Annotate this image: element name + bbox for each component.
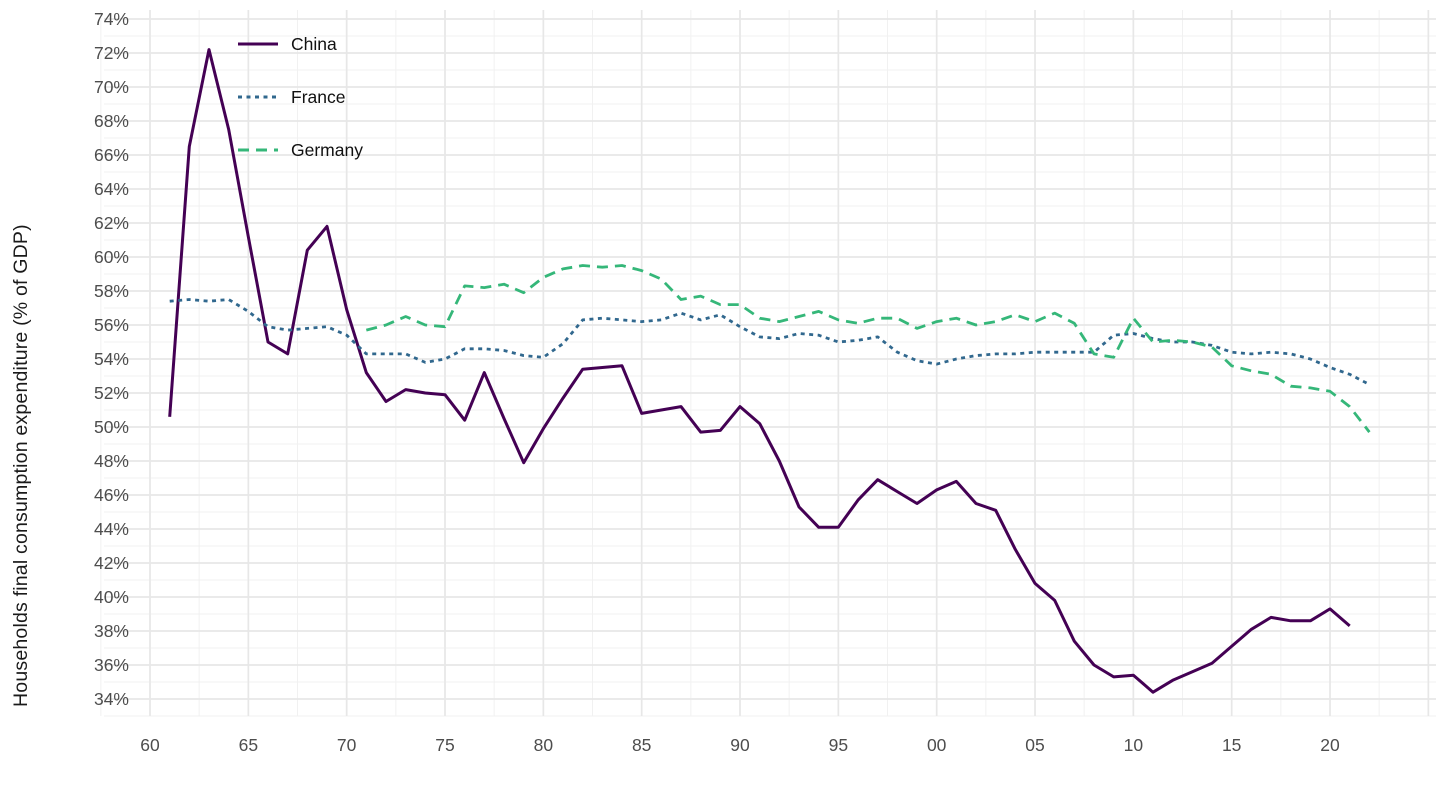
y-tick-label: 36%: [94, 655, 129, 675]
legend-item-france: France: [237, 85, 363, 109]
x-tick-label: 20: [1320, 735, 1340, 755]
y-tick-label: 72%: [94, 43, 129, 63]
legend: China France Germany: [237, 32, 363, 162]
y-tick-label: 64%: [94, 179, 129, 199]
x-tick-label: 10: [1124, 735, 1144, 755]
x-tick-label: 85: [632, 735, 651, 755]
legend-item-china: China: [237, 32, 363, 56]
y-tick-label: 34%: [94, 689, 129, 709]
legend-label-france: France: [291, 86, 346, 107]
x-tick-label: 15: [1222, 735, 1241, 755]
y-tick-label: 62%: [94, 213, 129, 233]
y-tick-label: 74%: [94, 9, 129, 29]
legend-item-germany: Germany: [237, 138, 363, 162]
germany-line-swatch-icon: [238, 148, 278, 152]
y-tick-label: 66%: [94, 145, 129, 165]
grid-major: [104, 10, 1436, 716]
y-tick-label: 48%: [94, 451, 129, 471]
y-tick-label: 56%: [94, 315, 129, 335]
y-axis-title: Households final consumption expenditure…: [10, 224, 32, 707]
y-tick-label: 68%: [94, 111, 129, 131]
y-tick-label: 70%: [94, 77, 129, 97]
china-line-swatch-icon: [238, 42, 278, 46]
france-line-swatch-icon: [238, 95, 278, 99]
x-tick-label: 70: [337, 735, 357, 755]
x-tick-label: 90: [730, 735, 750, 755]
y-tick-label: 46%: [94, 485, 129, 505]
x-tick-label: 60: [140, 735, 160, 755]
x-tick-label: 75: [435, 735, 454, 755]
x-tick-label: 05: [1025, 735, 1044, 755]
legend-label-germany: Germany: [291, 139, 363, 160]
y-tick-label: 44%: [94, 519, 129, 539]
axis-tick-labels: 34% 36% 38% 40% 42% 44% 46% 48% 50% 52% 54% 56% 58% 6…: [94, 9, 1340, 755]
y-tick-label: 60%: [94, 247, 129, 267]
x-tick-label: 80: [534, 735, 554, 755]
legend-label-china: China: [291, 33, 337, 54]
y-tick-label: 52%: [94, 383, 129, 403]
y-tick-label: 58%: [94, 281, 129, 301]
y-tick-label: 50%: [94, 417, 129, 437]
y-tick-label: 38%: [94, 621, 129, 641]
x-tick-label: 65: [239, 735, 258, 755]
y-tick-label: 54%: [94, 349, 129, 369]
series-line-china: [168, 48, 1351, 694]
y-tick-label: 40%: [94, 587, 129, 607]
series-line-germany: [365, 264, 1371, 433]
grid-minor: [100, 10, 1436, 717]
x-tick-label: 00: [927, 735, 947, 755]
x-tick-label: 95: [829, 735, 848, 755]
y-tick-label: 42%: [94, 553, 129, 573]
